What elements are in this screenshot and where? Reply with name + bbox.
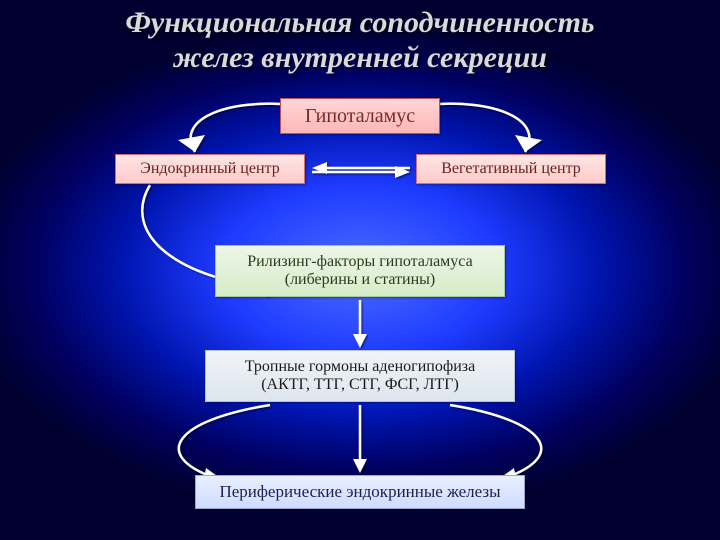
- arrowhead-endo-veg-l: [312, 162, 327, 174]
- node-label: Периферические эндокринные железы: [219, 482, 500, 502]
- arrow-hyp-to-veg: [425, 104, 529, 152]
- arrowhead-endo-veg-r: [395, 166, 410, 178]
- node-endocrine-center: Эндокринный центр: [115, 154, 305, 184]
- node-line-2: (либерины и статины): [285, 271, 436, 289]
- node-vegetative-center: Вегетативный центр: [416, 154, 606, 184]
- node-hypothalamus: Гипоталамус: [280, 98, 440, 134]
- page-title: Функциональная соподчиненность желез вну…: [0, 6, 720, 75]
- arrowhead-hyp-to-endo: [178, 135, 205, 152]
- node-tropic-hormones: Тропные гормоны аденогипофиза (АКТГ, ТТГ…: [205, 350, 515, 402]
- arrow-tropic-to-per-r: [450, 405, 541, 478]
- node-line-1: Тропные гормоны аденогипофиза: [245, 358, 475, 376]
- node-line-1: Рилизинг-факторы гипоталамуса: [247, 253, 472, 271]
- node-line-2: (АКТГ, ТТГ, СТГ, ФСГ, ЛТГ): [261, 376, 459, 394]
- node-label: Гипоталамус: [305, 105, 415, 128]
- title-line-2: желез внутренней секреции: [0, 41, 720, 76]
- node-label: Эндокринный центр: [140, 160, 279, 178]
- arrowhead-rel-to-tropic: [353, 334, 367, 348]
- arrowhead-tropic-to-per: [353, 459, 367, 473]
- diagram-stage: Функциональная соподчиненность желез вну…: [0, 0, 720, 540]
- node-label: Вегетативный центр: [441, 160, 581, 178]
- title-line-1: Функциональная соподчиненность: [0, 6, 720, 41]
- node-peripheral-glands: Периферические эндокринные железы: [195, 475, 525, 509]
- arrow-tropic-to-per-l: [179, 405, 270, 478]
- arrowhead-hyp-to-veg: [515, 135, 542, 152]
- node-releasing-factors: Рилизинг-факторы гипоталамуса (либерины …: [215, 245, 505, 297]
